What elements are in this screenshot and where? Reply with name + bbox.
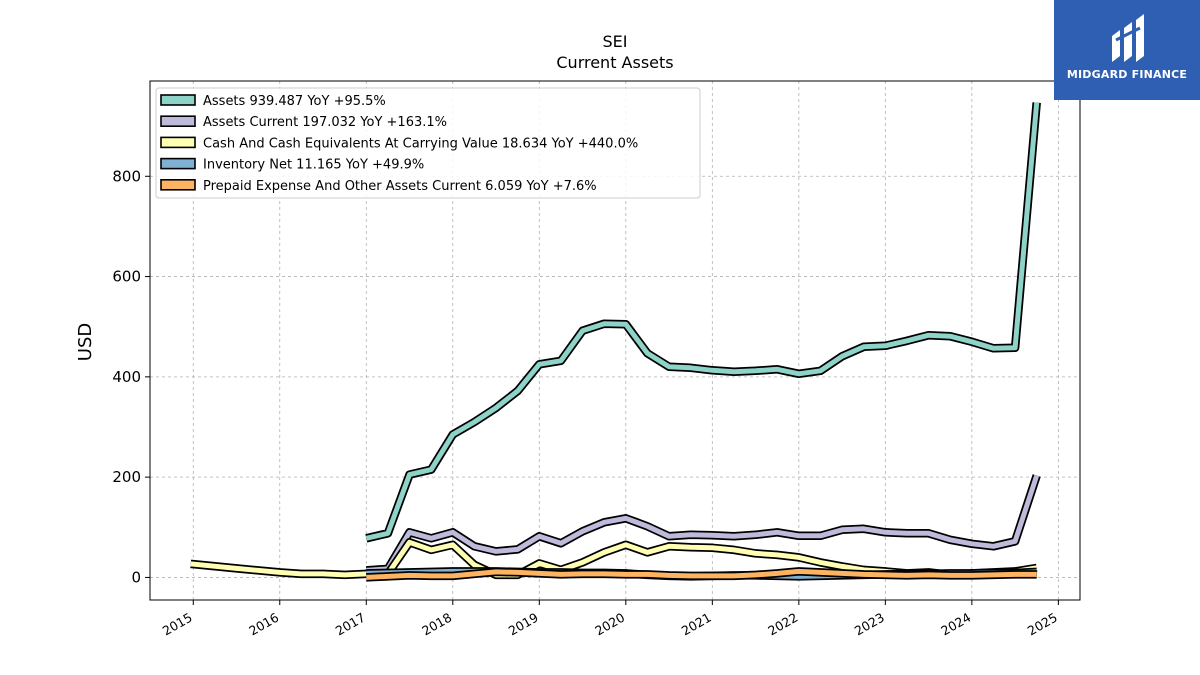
legend-swatch: [160, 136, 196, 149]
legend-swatch: [160, 179, 196, 191]
legend-item: Assets 939.487 YoY +95.5%: [160, 94, 386, 109]
legend-frame: [155, 87, 701, 199]
x-tick-label: 2021: [679, 610, 714, 639]
chart-subtitle: Current Assets: [556, 53, 673, 72]
legend-label: Assets 939.487 YoY +95.5%: [203, 94, 386, 109]
series-assets: [365, 102, 1041, 543]
legend-item: Prepaid Expense And Other Assets Current…: [160, 179, 597, 194]
x-tick-label: 2017: [333, 610, 368, 639]
legend-swatch: [160, 115, 196, 127]
y-tick-label: 0: [131, 568, 141, 586]
y-tick-label: 800: [112, 167, 141, 185]
y-tick-label: 400: [112, 368, 141, 386]
midgard-finance-logo: MIDGARD FINANCE: [1054, 0, 1200, 100]
y-tick-label: 200: [112, 468, 141, 486]
legend-label: Inventory Net 11.165 YoY +49.9%: [203, 158, 424, 173]
y-tick-label: 600: [112, 268, 141, 286]
series-line: [365, 102, 1040, 541]
x-tick-label: 2019: [506, 610, 541, 639]
legend: Assets 939.487 YoY +95.5% Assets Current …: [155, 87, 701, 199]
series-lines: [190, 102, 1041, 582]
legend-label: Cash And Cash Equivalents At Carrying Va…: [203, 136, 638, 151]
series-line: [366, 474, 1040, 573]
x-tick-label: 2023: [852, 610, 887, 639]
legend-swatch: [160, 157, 196, 170]
legend-item: Inventory Net 11.165 YoY +49.9%: [160, 157, 424, 173]
x-axis-ticks: 2015 2016 2017 2018 2019 2020 2021 2022 2023 2024…: [160, 600, 1060, 639]
legend-item: Cash And Cash Equivalents At Carrying Va…: [160, 136, 638, 151]
x-tick-label: 2022: [765, 610, 800, 639]
x-tick-label: 2018: [419, 610, 454, 639]
x-tick-label: 2016: [246, 610, 281, 639]
legend-swatch: [160, 94, 196, 106]
x-tick-label: 2025: [1025, 610, 1060, 639]
series-prepaid-expense-and-other-assets-current: [366, 567, 1037, 582]
logo-text: MIDGARD FINANCE: [1066, 68, 1188, 81]
legend-item: Assets Current 197.032 YoY +163.1%: [160, 115, 447, 130]
series-line: [366, 568, 1037, 580]
x-tick-label: 2024: [938, 610, 973, 639]
y-axis-label: USD: [75, 323, 96, 361]
legend-label: Prepaid Expense And Other Assets Current…: [203, 179, 597, 194]
plot-frame: [149, 80, 1081, 601]
y-axis-ticks: 0 200 400 600 800: [112, 167, 150, 586]
series-assets-current: [366, 474, 1041, 575]
chart-title: SEI: [603, 32, 628, 51]
logo-mark-icon: [1112, 14, 1144, 62]
x-tick-label: 2015: [160, 610, 195, 639]
legend-label: Assets Current 197.032 YoY +163.1%: [203, 115, 447, 130]
x-tick-label: 2020: [592, 610, 627, 639]
